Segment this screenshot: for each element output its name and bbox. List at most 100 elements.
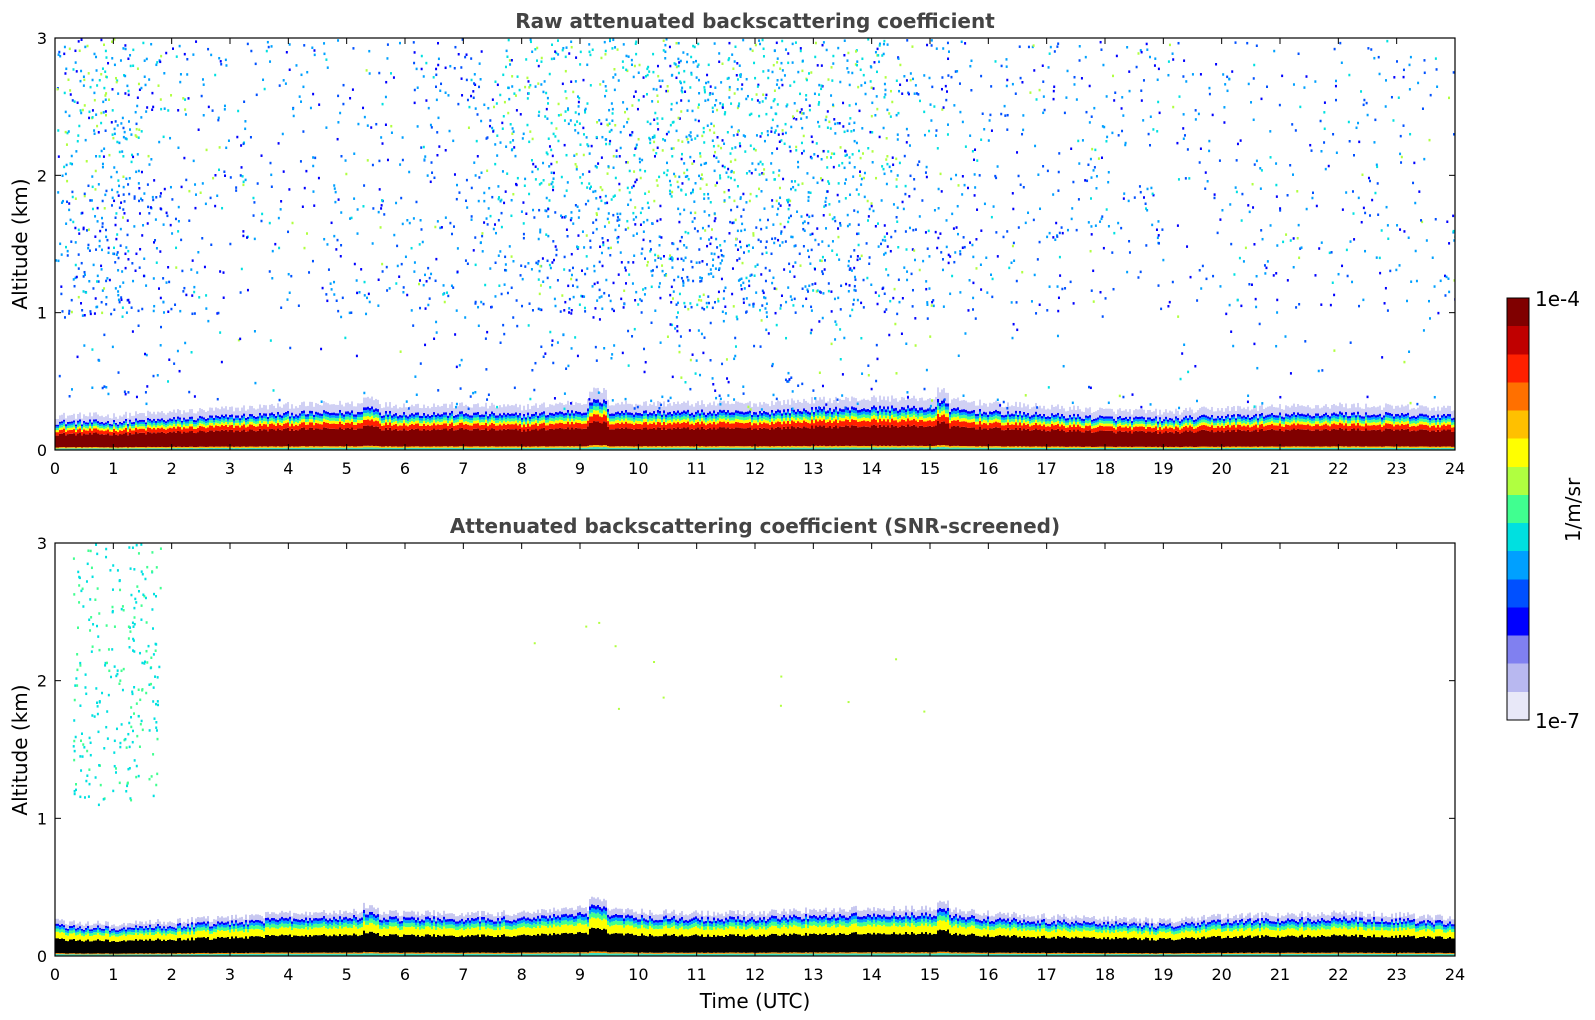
boundary-layer-cell — [809, 403, 811, 413]
boundary-layer-cell — [483, 446, 485, 448]
boundary-layer-cell — [817, 447, 819, 450]
boundary-layer-cell — [1049, 426, 1051, 432]
boundary-layer-cell — [1035, 428, 1037, 447]
boundary-layer-cell — [1091, 421, 1093, 424]
boundary-layer-cell — [1101, 425, 1103, 431]
boundary-layer-cell — [375, 408, 377, 412]
boundary-layer-cell — [211, 415, 213, 418]
boundary-layer-cell — [801, 446, 803, 448]
boundary-layer-cell — [1037, 406, 1039, 415]
boundary-layer-cell — [79, 412, 81, 420]
boundary-layer-cell — [853, 425, 855, 446]
boundary-layer-cell — [737, 446, 739, 448]
boundary-layer-cell — [79, 432, 81, 447]
boundary-layer-cell — [429, 425, 431, 431]
boundary-layer-cell — [1053, 430, 1055, 447]
boundary-layer-cell — [347, 416, 349, 420]
boundary-layer-cell — [753, 411, 755, 415]
boundary-layer-cell — [715, 424, 717, 430]
boundary-layer-cell — [189, 418, 191, 422]
boundary-layer-cell — [1147, 426, 1149, 432]
boundary-layer-cell — [99, 424, 101, 427]
boundary-layer-cell — [1061, 447, 1063, 450]
boundary-layer-cell — [875, 425, 877, 446]
boundary-layer-cell — [1079, 423, 1081, 427]
boundary-layer-cell — [973, 412, 975, 416]
boundary-layer-cell — [861, 445, 863, 448]
boundary-layer-cell — [1163, 432, 1165, 447]
boundary-layer-cell — [65, 435, 67, 448]
boundary-layer-cell — [667, 417, 669, 421]
boundary-layer-cell — [739, 446, 741, 448]
boundary-layer-cell — [825, 447, 827, 450]
boundary-layer-cell — [321, 413, 323, 417]
boundary-layer-cell — [1115, 424, 1117, 428]
boundary-layer-cell — [111, 435, 113, 448]
boundary-layer-cell — [845, 397, 847, 407]
boundary-layer-cell — [745, 447, 747, 450]
boundary-layer-cell — [567, 400, 569, 410]
boundary-layer-cell — [1011, 413, 1013, 417]
boundary-layer-cell — [115, 426, 117, 429]
boundary-layer-cell — [883, 425, 885, 446]
boundary-layer-cell — [273, 413, 275, 417]
boundary-layer-cell — [339, 446, 341, 448]
boundary-layer-cell — [277, 420, 279, 424]
boundary-layer-cell — [725, 423, 727, 429]
boundary-layer-cell — [1147, 409, 1149, 418]
boundary-layer-cell — [209, 430, 211, 447]
boundary-layer-cell — [515, 447, 517, 450]
boundary-layer-cell — [537, 446, 539, 448]
boundary-layer-cell — [795, 422, 797, 429]
boundary-layer-cell — [253, 447, 255, 450]
boundary-layer-cell — [301, 413, 303, 417]
boundary-layer-cell — [83, 420, 85, 423]
boundary-layer-cell — [623, 423, 625, 429]
boundary-layer-cell — [1107, 426, 1109, 431]
boundary-layer-cell — [381, 423, 383, 426]
boundary-layer-cell — [667, 428, 669, 447]
boundary-layer-cell — [159, 421, 161, 424]
boundary-layer-cell — [447, 446, 449, 448]
boundary-layer-cell — [747, 446, 749, 448]
boundary-layer-cell — [243, 447, 245, 450]
boundary-layer-cell — [313, 414, 315, 418]
boundary-layer-cell — [413, 406, 415, 415]
boundary-layer-cell — [649, 412, 651, 415]
boundary-layer-cell — [185, 419, 187, 422]
boundary-layer-cell — [349, 423, 351, 429]
boundary-layer-cell — [751, 419, 753, 423]
boundary-layer-cell — [373, 421, 375, 427]
boundary-layer-cell — [327, 447, 329, 450]
boundary-layer-cell — [673, 427, 675, 447]
boundary-layer-cell — [187, 428, 189, 433]
boundary-layer-cell — [967, 422, 969, 428]
boundary-layer-cell — [385, 446, 387, 448]
boundary-layer-cell — [509, 424, 511, 430]
boundary-layer-cell — [891, 418, 893, 425]
boundary-layer-cell — [699, 421, 701, 425]
boundary-layer-cell — [89, 419, 91, 422]
boundary-layer-cell — [177, 430, 179, 447]
boundary-layer-cell — [285, 447, 287, 450]
boundary-layer-cell — [645, 401, 647, 411]
boundary-layer-cell — [887, 406, 889, 410]
boundary-layer-cell — [69, 415, 71, 422]
boundary-layer-cell — [475, 446, 477, 448]
boundary-layer-cell — [947, 403, 949, 407]
boundary-layer-cell — [557, 417, 559, 421]
boundary-layer-cell — [1067, 446, 1069, 449]
boundary-layer-cell — [389, 402, 391, 411]
boundary-layer-cell — [949, 417, 951, 421]
boundary-layer-cell — [215, 420, 217, 423]
boundary-layer-cell — [547, 419, 549, 423]
boundary-layer-cell — [669, 414, 671, 418]
boundary-layer-cell — [717, 446, 719, 448]
boundary-layer-cell — [665, 406, 667, 415]
boundary-layer-cell — [145, 416, 147, 423]
boundary-layer-cell — [477, 423, 479, 429]
boundary-layer-cell — [303, 422, 305, 428]
boundary-layer-cell — [133, 428, 135, 431]
boundary-layer-cell — [637, 412, 639, 416]
boundary-layer-cell — [875, 445, 877, 448]
